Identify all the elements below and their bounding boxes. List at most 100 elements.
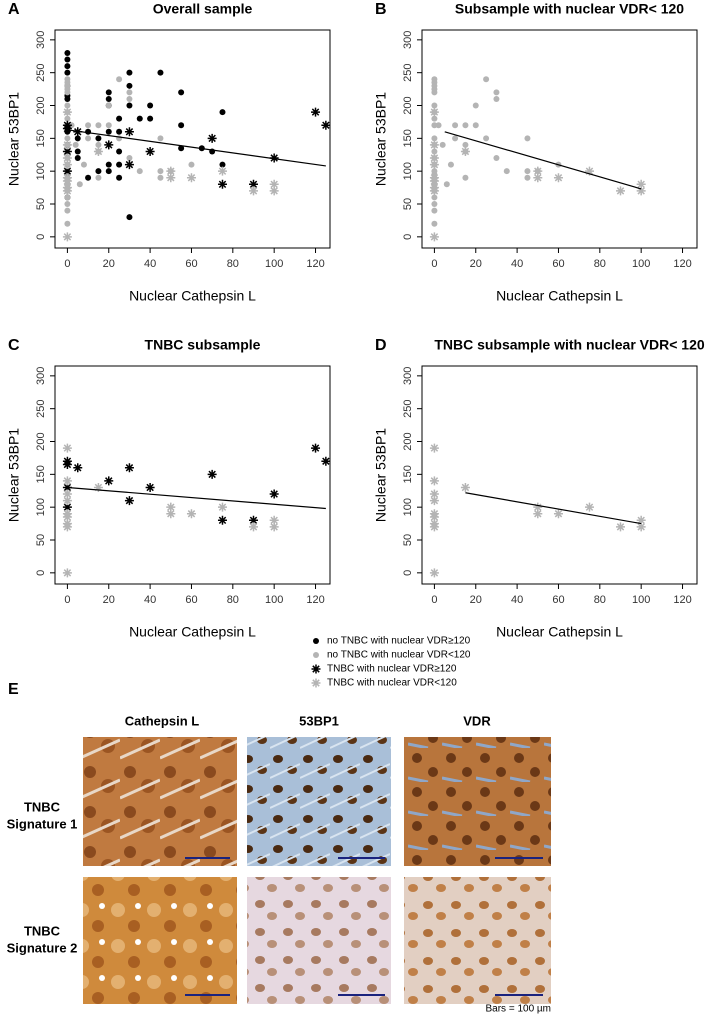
y-tick-label: 250: [402, 64, 414, 82]
point: [136, 115, 143, 122]
y-tick-label: 250: [35, 400, 47, 418]
point: [533, 502, 543, 512]
point: [248, 522, 258, 532]
point: [524, 135, 531, 142]
point: [105, 95, 112, 102]
point: [429, 443, 439, 453]
point: [584, 166, 594, 176]
point: [157, 168, 164, 175]
point: [186, 509, 196, 519]
column-title: VDR: [463, 713, 491, 728]
x-tick-label: 120: [673, 594, 691, 606]
scale-bars: [185, 857, 543, 996]
point: [219, 161, 226, 168]
x-tick-label: 20: [103, 594, 115, 606]
point: [62, 512, 72, 522]
point: [493, 89, 500, 96]
x-tick-label: 80: [227, 594, 239, 606]
x-tick-label: 100: [632, 594, 650, 606]
point: [124, 127, 134, 137]
point: [126, 102, 133, 109]
panel-letter: C: [8, 337, 20, 354]
point: [524, 174, 531, 181]
point: [104, 140, 114, 150]
scale-note: Bars = 100 µm: [485, 1004, 551, 1015]
y-tick-label: 300: [35, 31, 47, 49]
x-tick-label: 60: [185, 594, 197, 606]
x-tick-label: 60: [552, 258, 564, 270]
point: [62, 522, 72, 532]
point: [636, 515, 646, 525]
point: [460, 146, 470, 156]
y-tick-label: 150: [402, 129, 414, 147]
x-tick-label: 20: [103, 258, 115, 270]
point: [62, 186, 72, 196]
y-tick-label: 100: [402, 162, 414, 180]
panel-letter: B: [375, 1, 387, 18]
point: [64, 69, 71, 76]
x-axis-label: Nuclear Cathepsin L: [496, 288, 623, 304]
point: [615, 186, 625, 196]
point: [217, 515, 227, 525]
point: [269, 489, 279, 499]
point: [217, 179, 227, 189]
y-tick-label: 0: [402, 234, 414, 240]
y-tick-label: 100: [402, 498, 414, 516]
point: [178, 145, 185, 152]
panel-letter: D: [375, 337, 387, 354]
point: [62, 489, 72, 499]
point: [64, 56, 71, 63]
point: [462, 141, 469, 148]
point: [124, 496, 134, 506]
y-axis-label: Nuclear 53BP1: [373, 428, 389, 522]
point: [178, 122, 185, 129]
y-tick-label: 0: [35, 234, 47, 240]
point: [636, 522, 646, 532]
y-tick-label: 250: [35, 64, 47, 82]
x-tick-label: 120: [673, 258, 691, 270]
y-tick-label: 200: [402, 432, 414, 450]
point: [62, 502, 72, 512]
point: [429, 176, 439, 186]
point: [636, 186, 646, 196]
point: [524, 168, 531, 175]
y-tick-label: 0: [35, 570, 47, 576]
point: [116, 148, 123, 155]
point: [62, 568, 72, 578]
image: [404, 877, 551, 1004]
point: [95, 135, 102, 142]
legend-marker: [313, 652, 319, 658]
y-tick-label: 250: [402, 400, 414, 418]
point: [431, 148, 438, 155]
point: [105, 161, 112, 168]
point: [145, 482, 155, 492]
point: [126, 89, 133, 96]
x-axis-label: Nuclear Cathepsin L: [129, 288, 256, 304]
point: [126, 214, 133, 221]
micrographs: [83, 737, 551, 1004]
point: [615, 522, 625, 532]
legend-label: no TNBC with nuclear VDR<120: [327, 650, 471, 661]
y-tick-label: 200: [402, 96, 414, 114]
point: [85, 135, 92, 142]
panel-letter: E: [8, 681, 19, 698]
point: [64, 135, 71, 142]
point: [62, 482, 72, 492]
point: [429, 489, 439, 499]
point: [429, 496, 439, 506]
x-tick-label: 120: [306, 258, 324, 270]
point: [452, 135, 459, 142]
legend-marker: [313, 638, 319, 644]
y-tick-label: 200: [35, 432, 47, 450]
point: [269, 515, 279, 525]
trend-line: [67, 129, 326, 167]
point: [431, 220, 438, 227]
point: [431, 102, 438, 109]
y-tick-label: 50: [35, 534, 47, 546]
point: [74, 148, 81, 155]
point: [105, 102, 112, 109]
panel-letter: A: [8, 1, 20, 18]
point: [429, 512, 439, 522]
point: [553, 509, 563, 519]
